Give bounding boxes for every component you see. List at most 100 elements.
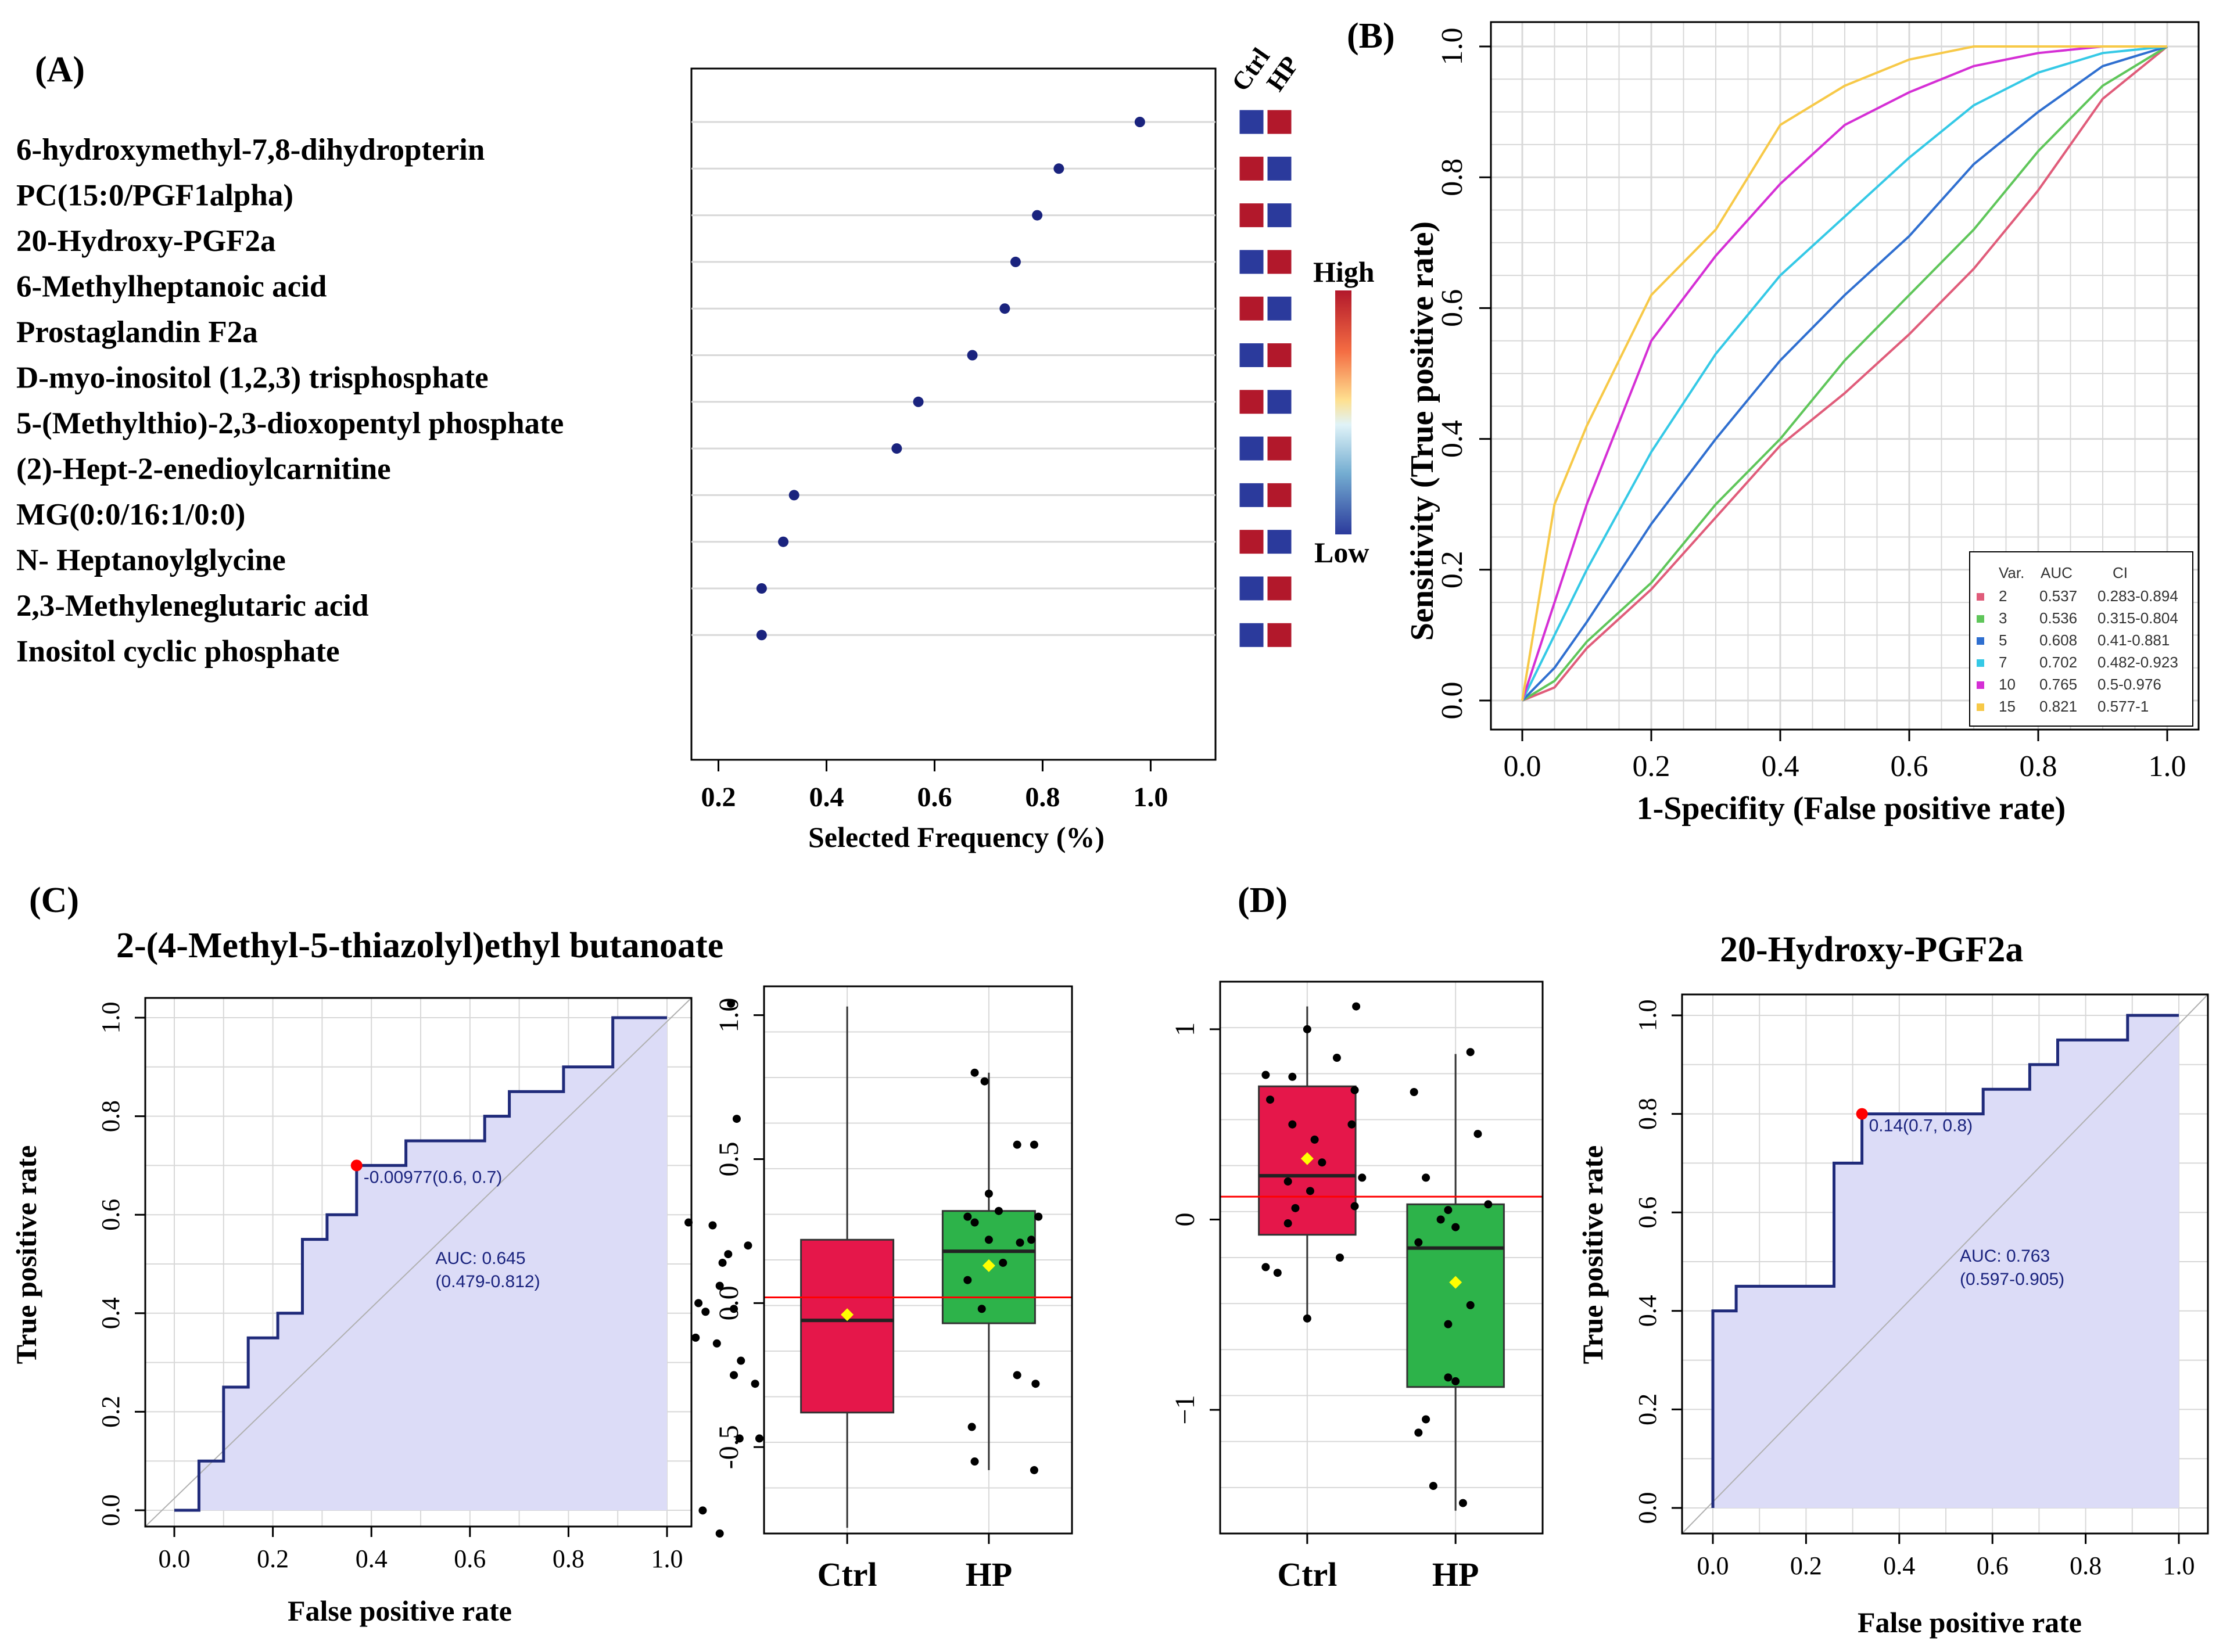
panel-c-boxplot: -0.5 0.0 0.5 1.0 Ctrl HP bbox=[684, 985, 1073, 1593]
data-point bbox=[1466, 1301, 1475, 1309]
heatmap-cell bbox=[1265, 155, 1293, 182]
mean-marker bbox=[841, 1308, 854, 1321]
roc-curve bbox=[1711, 1014, 2179, 1508]
frequency-point bbox=[1010, 256, 1021, 267]
roc-curve-7 bbox=[1521, 45, 2168, 701]
data-point bbox=[963, 1212, 972, 1221]
plot-frame bbox=[144, 997, 693, 1528]
frequency-point bbox=[756, 583, 767, 594]
data-point bbox=[718, 1258, 727, 1267]
data-point bbox=[1451, 1377, 1460, 1385]
data-point bbox=[994, 1206, 1003, 1215]
roc-curve-10 bbox=[1521, 45, 2167, 701]
legend-var: 2 bbox=[1999, 587, 2007, 605]
cutoff-point bbox=[1856, 1108, 1868, 1120]
panel-a-plot-frame bbox=[690, 67, 1217, 761]
heatmap-cell bbox=[1238, 248, 1265, 276]
feature-label: (2)-Hept-2-enedioylcarnitine bbox=[16, 452, 391, 486]
hp-box bbox=[941, 1210, 1036, 1324]
panel-d-x-label: False positive rate bbox=[1858, 1606, 2082, 1639]
y-tick-label: 0.2 bbox=[1633, 1394, 1662, 1425]
y-tick-label: 0.8 bbox=[1633, 1098, 1662, 1130]
legend-ci: 0.5-0.976 bbox=[2097, 676, 2161, 693]
roc-curve bbox=[174, 1016, 667, 1512]
data-point bbox=[1444, 1320, 1453, 1328]
category-label: Ctrl bbox=[818, 1556, 877, 1593]
y-tick-label: 0.0 bbox=[1633, 1492, 1662, 1524]
data-point bbox=[727, 999, 736, 1008]
legend-ci: 0.41-0.881 bbox=[2097, 631, 2170, 649]
panel-a-label: (A) bbox=[35, 50, 85, 89]
legend-auc: 0.765 bbox=[2039, 676, 2077, 693]
data-point bbox=[1414, 1238, 1423, 1247]
legend-header-ci: CI bbox=[2113, 564, 2128, 581]
data-point bbox=[999, 1258, 1007, 1267]
panel-b-label: (B) bbox=[1347, 16, 1395, 56]
x-tick-label: 0.2 bbox=[257, 1545, 289, 1573]
panel-b-legend: Var. AUC CI 2 0.537 0.283-0.894 3 0.536 0.315… bbox=[1969, 551, 2193, 727]
y-tick-label: 0.6 bbox=[96, 1199, 125, 1231]
y-tick-label: 1.0 bbox=[1633, 1000, 1662, 1032]
data-point bbox=[712, 1339, 721, 1348]
colorbar-high-label: High bbox=[1313, 256, 1375, 288]
cutoff-point bbox=[350, 1159, 363, 1172]
y-tick-label: 0.2 bbox=[96, 1396, 125, 1428]
data-point bbox=[724, 1250, 733, 1259]
data-point bbox=[1030, 1466, 1038, 1474]
heatmap-cell bbox=[1238, 388, 1265, 416]
data-point bbox=[1027, 1236, 1036, 1244]
feature-label: 20-Hydroxy-PGF2a bbox=[16, 224, 276, 258]
frequency-point bbox=[756, 630, 767, 641]
legend-ci: 0.577-1 bbox=[2097, 698, 2149, 715]
feature-label: PC(15:0/PGF1alpha) bbox=[16, 179, 293, 213]
feature-labels: 6-hydroxymethyl-7,8-dihydropterin PC(15:0… bbox=[16, 133, 564, 669]
heatmap-cell bbox=[1238, 155, 1265, 182]
data-point bbox=[967, 1423, 976, 1431]
legend-header-var: Var. bbox=[1999, 564, 2024, 581]
cutoff-label: -0.00977(0.6, 0.7) bbox=[364, 1168, 503, 1187]
data-point bbox=[1283, 1219, 1292, 1228]
feature-label: D-myo-inositol (1,2,3) trisphosphate bbox=[16, 361, 489, 395]
data-point bbox=[1410, 1088, 1418, 1096]
roc-area bbox=[1713, 1015, 2179, 1508]
x-tick-label: 0.8 bbox=[553, 1545, 585, 1573]
heatmap-cell bbox=[1238, 481, 1265, 509]
data-point bbox=[963, 1276, 972, 1284]
data-point bbox=[698, 1506, 707, 1515]
x-tick-label: 0.8 bbox=[2070, 1552, 2102, 1580]
legend-var: 3 bbox=[1999, 609, 2007, 627]
heatmap-cell bbox=[1265, 481, 1293, 509]
category-label: HP bbox=[966, 1556, 1013, 1593]
data-point bbox=[977, 1305, 986, 1313]
data-point bbox=[984, 1189, 993, 1198]
data-point bbox=[1013, 1140, 1021, 1149]
data-point bbox=[980, 1077, 989, 1086]
legend-var: 7 bbox=[1999, 653, 2007, 671]
data-point bbox=[1031, 1380, 1040, 1388]
frequency-point bbox=[891, 443, 902, 454]
heatmap-cell bbox=[1238, 108, 1265, 136]
auc-ci-label: (0.597-0.905) bbox=[1960, 1270, 2064, 1289]
plot-frame bbox=[1681, 993, 2209, 1535]
x-tick-label: 0.8 bbox=[1025, 782, 1060, 813]
x-tick-label: 0.6 bbox=[917, 782, 952, 813]
panel-a-x-axis: 0.2 0.4 0.6 0.8 1.0 bbox=[701, 760, 1168, 813]
data-point bbox=[1350, 1086, 1359, 1094]
x-tick-label: 0.0 bbox=[1697, 1552, 1729, 1580]
legend-auc: 0.702 bbox=[2039, 653, 2077, 671]
feature-label: 2,3-Methyleneglutaric acid bbox=[16, 589, 368, 623]
panel-b-y-label: Sensitivity (True positive rate) bbox=[1404, 221, 1440, 641]
panel-c-x-label: False positive rate bbox=[288, 1594, 512, 1627]
x-tick-label: 1.0 bbox=[2149, 750, 2186, 783]
data-point bbox=[1016, 1238, 1024, 1247]
data-point bbox=[1466, 1048, 1475, 1057]
mean-marker bbox=[1449, 1276, 1462, 1289]
feature-label: 6-Methylheptanoic acid bbox=[16, 270, 327, 304]
heatmap-cell bbox=[1265, 342, 1293, 369]
data-point bbox=[735, 1434, 744, 1443]
feature-label: 5-(Methylthio)-2,3-dioxopentyl phosphate bbox=[16, 407, 564, 440]
heatmap-cell bbox=[1238, 621, 1265, 649]
panel-d: (D) 20-Hydroxy-PGF2a −1 0 1 Ctrl HP 0.14(0.7… bbox=[1170, 881, 2209, 1639]
data-point bbox=[1473, 1130, 1482, 1139]
